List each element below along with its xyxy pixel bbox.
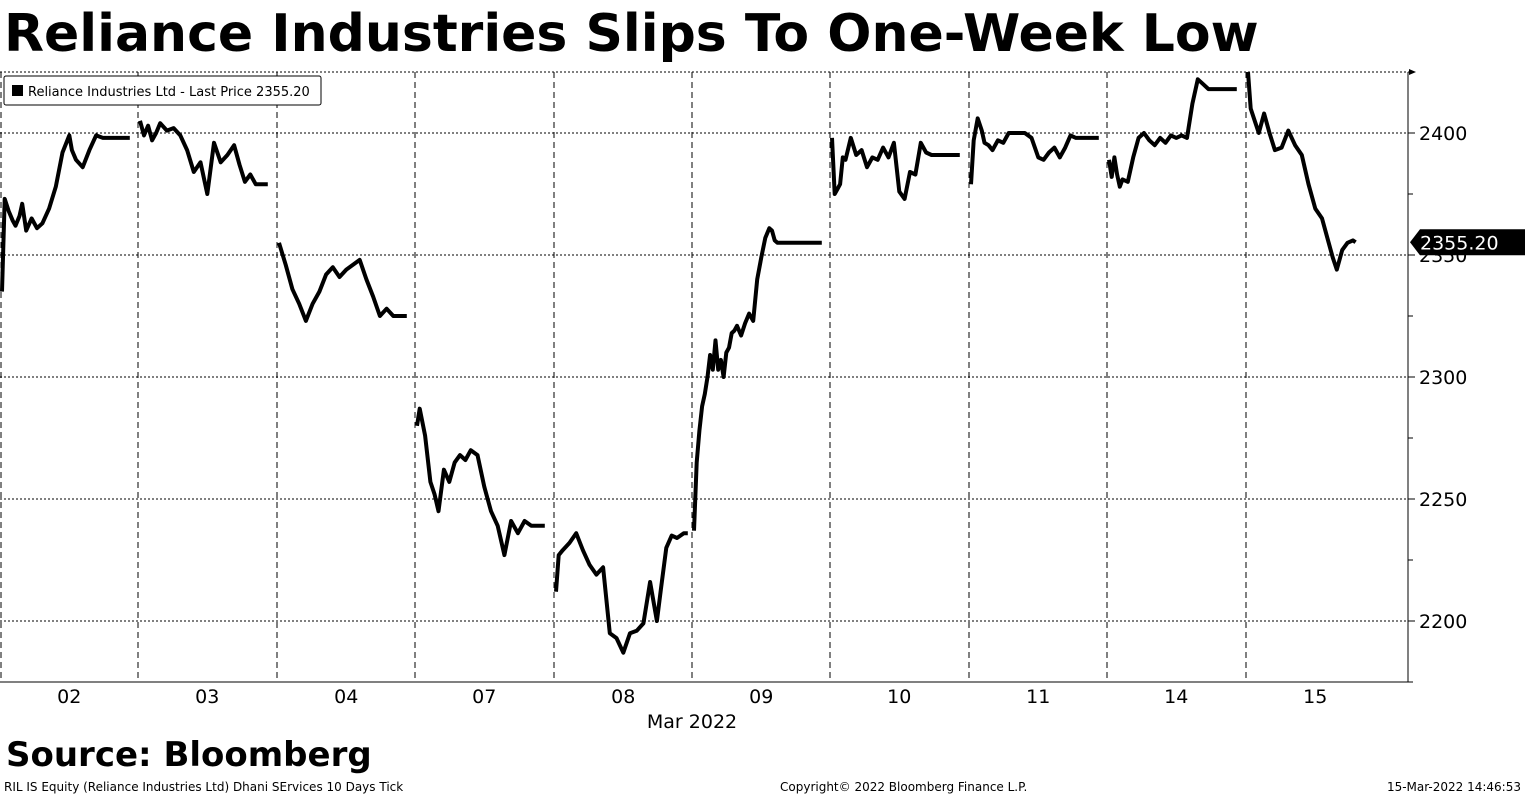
series-line-day-03 <box>138 120 268 196</box>
footer-timestamp: 15-Mar-2022 14:46:53 <box>1386 780 1521 794</box>
series-line-day-09 <box>692 226 822 531</box>
x-tick-label: 03 <box>195 686 219 708</box>
x-tick-label: 07 <box>472 686 496 708</box>
chart-title: Reliance Industries Slips To One-Week Lo… <box>4 4 1259 64</box>
source-label: Source: Bloomberg <box>6 735 372 775</box>
y-tick-label: 2300 <box>1419 367 1467 389</box>
legend-swatch <box>12 85 23 96</box>
y-tick-label: 2400 <box>1419 123 1467 145</box>
series-line-day-10 <box>830 135 960 201</box>
x-tick-label: 14 <box>1164 686 1188 708</box>
x-tick-label: 04 <box>334 686 358 708</box>
series-line-day-07 <box>415 406 545 558</box>
series-line-day-08 <box>554 531 688 655</box>
x-tick-label: 08 <box>611 686 635 708</box>
series-line-day-11 <box>969 116 1099 185</box>
last-price-marker: 2355.20 <box>1410 229 1525 256</box>
y-tick-label: 2200 <box>1419 611 1467 633</box>
price-series <box>0 71 1357 655</box>
x-tick-label: 09 <box>749 686 773 708</box>
series-line-day-02 <box>0 133 130 292</box>
legend-label: Reliance Industries Ltd - Last Price 235… <box>28 85 310 100</box>
last-price-tag <box>1410 229 1525 256</box>
series-line-day-14 <box>1107 77 1237 189</box>
x-month-label: Mar 2022 <box>647 711 737 733</box>
x-tick-label: 15 <box>1303 686 1327 708</box>
footer-copyright: Copyright© 2022 Bloomberg Finance L.P. <box>780 780 1028 794</box>
series-line-day-15 <box>1246 71 1357 272</box>
legend-box <box>3 75 322 106</box>
footer-security-info: RIL IS Equity (Reliance Industries Ltd) … <box>4 780 404 794</box>
x-tick-label: 11 <box>1026 686 1050 708</box>
x-tick-label: 10 <box>887 686 911 708</box>
grid-layer <box>0 71 1408 682</box>
series-line-day-04 <box>277 242 407 323</box>
x-tick-label: 02 <box>57 686 81 708</box>
legend: Reliance Industries Ltd - Last Price 235… <box>3 75 322 106</box>
y-tick-label: 2250 <box>1419 489 1467 511</box>
y-axis-arrow <box>1409 69 1416 75</box>
last-price-label: 2355.20 <box>1420 232 1499 254</box>
